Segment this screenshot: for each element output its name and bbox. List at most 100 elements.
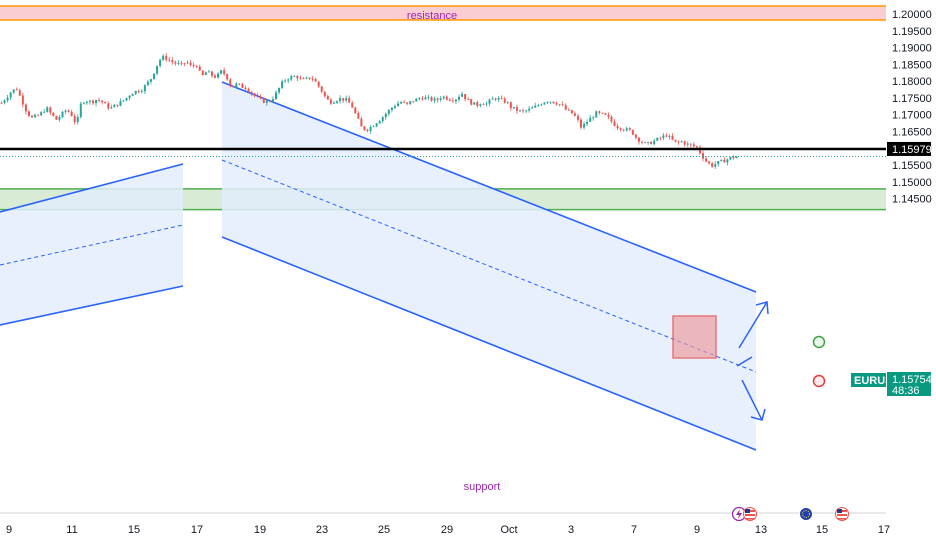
- candle: [442, 95, 445, 101]
- candle: [506, 101, 509, 104]
- candle: [534, 102, 537, 108]
- y-tick-label: 1.19500: [892, 26, 932, 38]
- candle: [137, 89, 140, 94]
- candle: [436, 97, 439, 103]
- candle: [189, 60, 192, 67]
- candle: [332, 100, 335, 104]
- candle: [540, 103, 543, 106]
- candle: [329, 98, 332, 106]
- candle: [555, 101, 558, 106]
- time-axis[interactable]: 9 11 15 17 19 23 25 29 Oct 3 7 9 13 15 17: [6, 524, 890, 536]
- event-icons[interactable]: [731, 506, 849, 522]
- target-circle-icon[interactable]: [812, 335, 826, 349]
- candle: [677, 140, 680, 145]
- candles: [0, 53, 738, 169]
- candle: [192, 62, 195, 69]
- stop-circle-icon[interactable]: [812, 374, 826, 388]
- candle: [128, 94, 131, 101]
- candle: [156, 65, 159, 76]
- candle: [729, 156, 732, 161]
- candle: [393, 104, 396, 110]
- candle: [668, 134, 671, 140]
- candle: [650, 140, 653, 145]
- candle: [281, 79, 284, 89]
- candle: [570, 109, 573, 114]
- resistance-label: resistance: [407, 10, 457, 22]
- candle: [244, 85, 247, 92]
- candle: [198, 64, 201, 72]
- candle: [131, 93, 134, 96]
- candle: [403, 100, 406, 104]
- candle: [305, 76, 308, 80]
- candle: [58, 115, 61, 122]
- candle: [723, 157, 726, 163]
- candle: [308, 77, 311, 80]
- candle: [482, 102, 485, 106]
- candle: [140, 88, 143, 94]
- support-label: support: [464, 481, 501, 493]
- candle: [549, 101, 552, 105]
- candle: [317, 81, 320, 88]
- small-rising-channel[interactable]: [0, 163, 184, 326]
- candle: [268, 99, 271, 103]
- candle: [451, 97, 454, 104]
- candle: [519, 109, 521, 112]
- candle: [204, 71, 207, 76]
- candle: [24, 103, 27, 115]
- x-tick-label: 9: [694, 524, 700, 536]
- candle: [573, 111, 576, 117]
- candle: [366, 129, 369, 133]
- us-flag-icon[interactable]: [743, 507, 757, 521]
- candle: [637, 137, 640, 145]
- candle: [293, 74, 296, 77]
- candle: [418, 96, 421, 101]
- x-tick-label: 3: [568, 524, 574, 536]
- x-tick-label: 13: [755, 524, 767, 536]
- key-level-value: 1.15979: [892, 144, 932, 156]
- y-tick-label: 1.17000: [892, 110, 932, 122]
- price-axis[interactable]: 1.20000 1.19500 1.19000 1.18500 1.18000 1.175…: [892, 9, 932, 206]
- candle: [647, 141, 650, 145]
- us-flag-icon[interactable]: [835, 507, 849, 521]
- y-tick-label: 1.20000: [892, 9, 932, 21]
- candle: [610, 115, 613, 124]
- resistance-zone[interactable]: resistance: [0, 5, 886, 22]
- candle: [634, 133, 637, 140]
- candle: [226, 73, 229, 81]
- candle: [531, 105, 534, 109]
- candle: [644, 141, 647, 144]
- candle: [479, 103, 482, 108]
- candle: [360, 116, 363, 127]
- eu-flag-icon[interactable]: [799, 507, 813, 521]
- candle: [0, 101, 3, 104]
- candle: [674, 139, 677, 143]
- candle: [589, 114, 592, 122]
- candle: [592, 115, 595, 121]
- candle: [278, 87, 281, 95]
- candle: [18, 88, 21, 97]
- bearish-scenario-arrow: [741, 379, 766, 421]
- candle: [665, 133, 668, 138]
- candle: [503, 96, 506, 104]
- candle: [607, 112, 610, 120]
- candle: [601, 112, 604, 114]
- candle: [461, 91, 464, 98]
- candle: [467, 97, 470, 100]
- candle: [326, 94, 329, 100]
- y-tick-label: 1.18500: [892, 59, 932, 71]
- candle: [207, 69, 210, 73]
- falling-channel[interactable]: [221, 81, 757, 451]
- candle: [21, 92, 24, 108]
- candle: [375, 122, 378, 128]
- candle: [299, 75, 302, 80]
- candle: [619, 127, 622, 132]
- candle: [473, 102, 476, 105]
- candle: [110, 104, 113, 109]
- candle: [259, 94, 262, 100]
- candle: [98, 97, 101, 103]
- candle: [284, 78, 287, 84]
- candle: [348, 95, 351, 103]
- candle: [406, 102, 409, 106]
- consolidation-box[interactable]: [672, 315, 717, 359]
